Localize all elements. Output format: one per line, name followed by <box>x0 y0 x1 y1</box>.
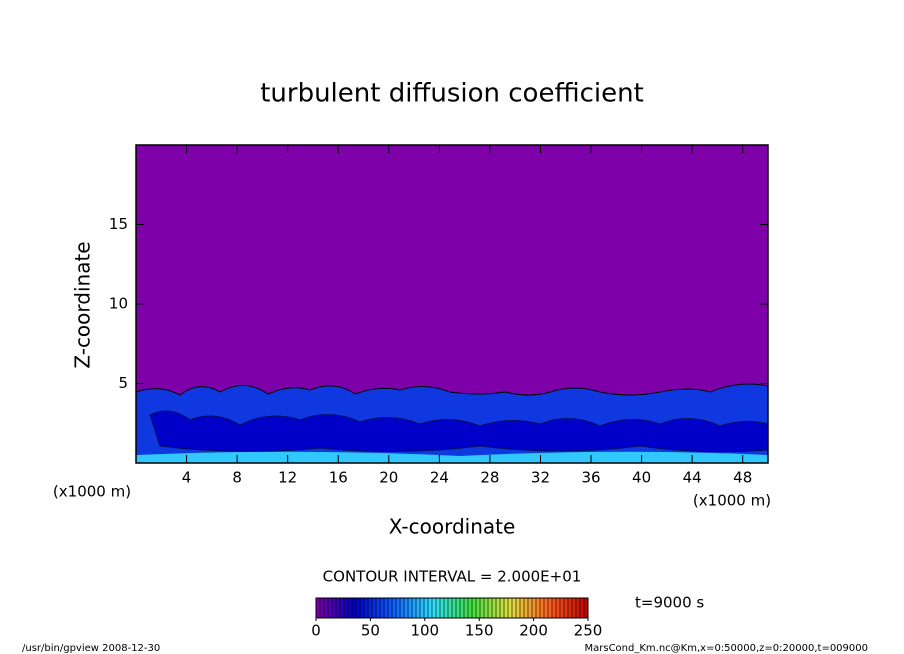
x-tick-label: 48 <box>733 469 752 487</box>
colorbar-tick-label: 250 <box>574 622 603 640</box>
footer-left: /usr/bin/gpview 2008-12-30 <box>22 643 160 654</box>
inner-layer <box>149 410 768 453</box>
x-tick-label: 24 <box>430 469 449 487</box>
x-tick-label: 36 <box>581 469 600 487</box>
contour-interval: CONTOUR INTERVAL = 2.000E+01 <box>323 568 582 586</box>
surface-layer <box>136 451 768 463</box>
colorbar-tick-label: 150 <box>465 622 494 640</box>
x-tick-label: 28 <box>480 469 499 487</box>
y-axis-label: Z-coordinate <box>71 241 95 368</box>
y-tick-label: 5 <box>118 374 128 392</box>
x-unit-label: (x1000 m) <box>693 492 771 510</box>
x-tick-label: 40 <box>632 469 651 487</box>
x-tick-label: 12 <box>278 469 297 487</box>
footer-right: MarsCond_Km.nc@Km,x=0:50000,z=0:20000,t=… <box>585 643 869 654</box>
x-tick-label: 20 <box>379 469 398 487</box>
y-tick-label: 15 <box>109 215 128 233</box>
field-layer <box>136 383 768 463</box>
colorbar-tick-label: 0 <box>311 622 321 640</box>
y-tick-label: 10 <box>109 295 128 313</box>
x-tick-label: 8 <box>232 469 242 487</box>
x-tick-label: 32 <box>531 469 550 487</box>
colorbar-tick-label: 50 <box>361 622 380 640</box>
colorbar-tick-label: 100 <box>410 622 439 640</box>
x-tick-label: 4 <box>182 469 192 487</box>
time-label: t=9000 s <box>635 594 704 612</box>
y-unit-label: (x1000 m) <box>53 483 131 501</box>
colorbar-tick-label: 200 <box>519 622 548 640</box>
x-axis-label: X-coordinate <box>389 515 516 539</box>
x-tick-label: 16 <box>329 469 348 487</box>
x-tick-label: 44 <box>683 469 702 487</box>
chart-title: turbulent diffusion coefficient <box>260 79 644 109</box>
